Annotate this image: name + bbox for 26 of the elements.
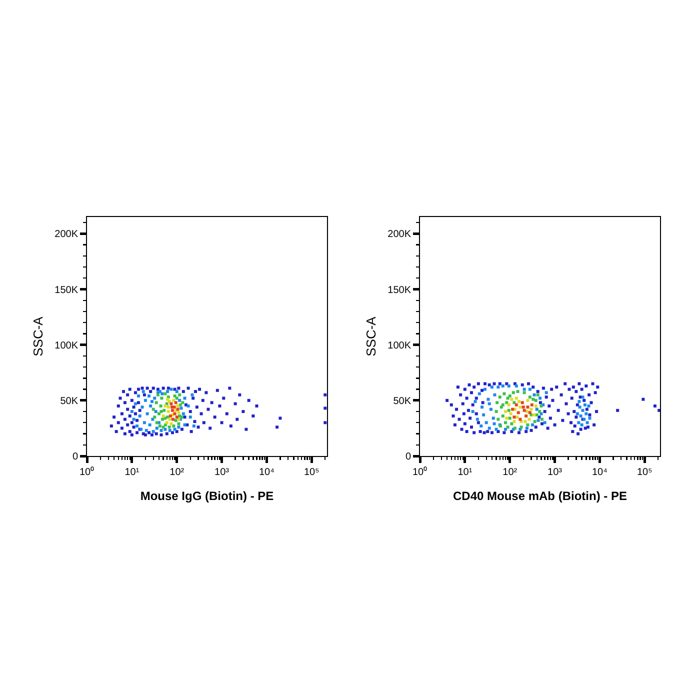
y-tick-label: 100K — [54, 340, 78, 352]
x-tick-label: 10³ — [214, 467, 230, 478]
x-tick-label: 10¹ — [124, 467, 140, 478]
y-tick-label: 50K — [60, 396, 78, 407]
x-tick-label: 10¹ — [458, 467, 473, 478]
y-tick-label: 200K — [54, 229, 78, 240]
x-tick-label: 10⁴ — [258, 467, 274, 478]
x-tick-label: 10³ — [548, 467, 563, 478]
x-tick-label: 10⁰ — [412, 466, 428, 478]
y-tick-label: 100K — [388, 340, 412, 352]
x-tick-label: 10⁵ — [304, 467, 320, 478]
x-axis-title: CD40 Mouse mAb (Biotin) - PE — [452, 488, 628, 503]
x-tick-label: 10⁰ — [79, 466, 95, 478]
x-tick-label: 10⁵ — [636, 467, 652, 478]
y-tick-label: 200K — [388, 229, 412, 240]
y-tick-label: 150K — [54, 284, 78, 296]
y-tick-label: 0 — [72, 452, 78, 462]
y-axis-title: SSC-A — [364, 316, 379, 356]
y-tick-label: 50K — [393, 396, 412, 407]
y-tick-label: 150K — [388, 284, 412, 296]
y-axis-title: SSC-A — [30, 316, 46, 356]
x-axis-title: Mouse IgG (Biotin) - PE — [140, 488, 274, 503]
x-tick-label: 10² — [502, 467, 518, 478]
x-tick-label: 10⁴ — [592, 467, 608, 478]
y-tick-label: 0 — [405, 452, 412, 462]
x-tick-label: 10² — [170, 467, 185, 478]
